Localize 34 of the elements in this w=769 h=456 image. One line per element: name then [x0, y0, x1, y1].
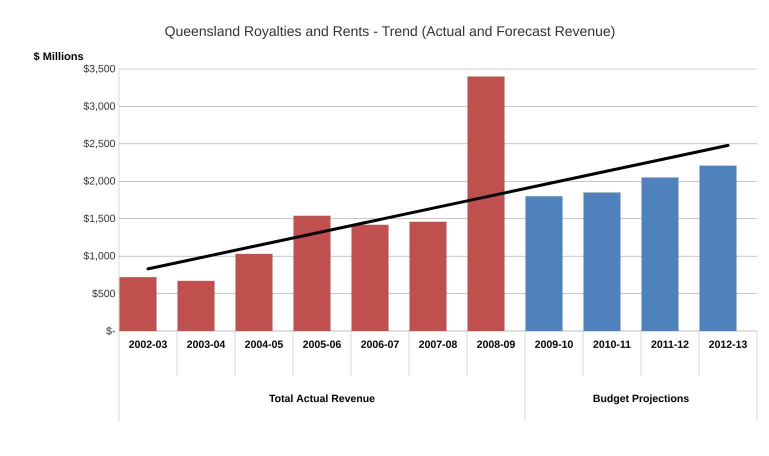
- x-tick-label: 2010-11: [593, 340, 631, 348]
- bar: [352, 224, 389, 331]
- x-tick-label: 2011-12: [651, 340, 689, 348]
- y-tick-label: $3,500: [83, 64, 116, 74]
- x-tick-label: 2005-06: [303, 340, 341, 348]
- x-tick-label: 2004-05: [245, 340, 283, 348]
- y-tick-label: $500: [92, 289, 116, 298]
- bar: [584, 192, 620, 331]
- bar: [294, 216, 331, 331]
- y-tick-label: $1,500: [83, 214, 116, 224]
- x-tick-label: 2008-09: [477, 340, 515, 348]
- y-tick-label: $1,000: [83, 252, 116, 261]
- bar: [120, 277, 157, 331]
- bar: [642, 178, 679, 331]
- y-tick-label: $3,000: [83, 102, 116, 111]
- x-tick-label: 2007-08: [419, 340, 457, 348]
- x-tick-label: 2003-04: [187, 340, 226, 348]
- x-tick-label: 2002-03: [129, 340, 167, 348]
- bar: [178, 280, 215, 331]
- text: Total Actual Revenue: [269, 394, 375, 402]
- bar: [526, 196, 563, 331]
- x-tick-label: 2009-10: [535, 340, 573, 348]
- y-axis-title: $ Millions: [34, 52, 84, 61]
- y-tick-label: $2,000: [83, 176, 116, 186]
- chart-title: Queensland Royalties and Rents - Trend (Actual and Forecast Revenue): [165, 26, 614, 39]
- bar: [700, 166, 737, 331]
- text: Budget Projections: [594, 394, 689, 404]
- bar: [410, 222, 446, 331]
- x-tick-label: 2006-07: [361, 340, 399, 348]
- x-tick-label: 2012-13: [709, 340, 747, 348]
- y-tick-label: $2,500: [83, 139, 116, 148]
- bar: [236, 254, 272, 331]
- bar: [468, 76, 505, 331]
- y-tick-label: $-: [106, 326, 115, 336]
